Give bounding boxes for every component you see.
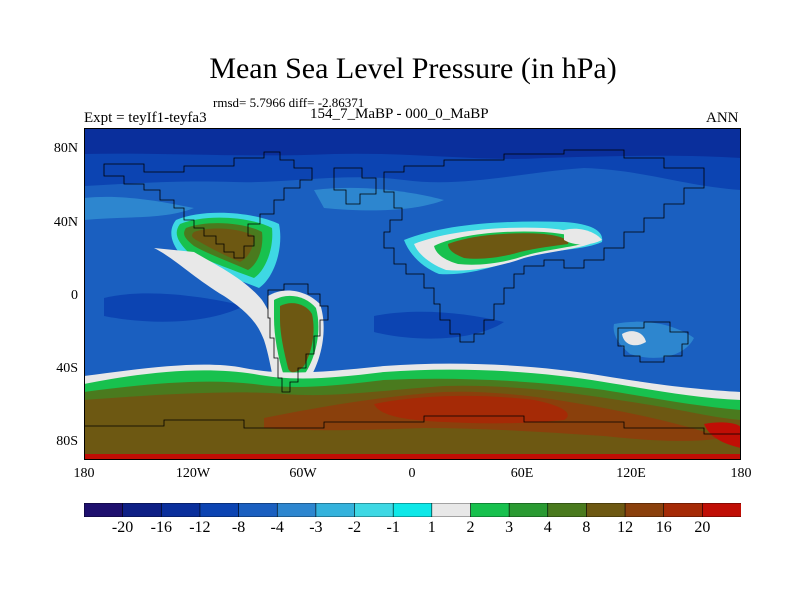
pacific-band <box>84 196 194 220</box>
comparison-label: 154_7_MaBP - 000_0_MaBP <box>310 106 489 122</box>
tropical-low-atlantic <box>374 311 504 339</box>
colorbar-swatch <box>315 503 356 517</box>
colorbar-tick-label: -16 <box>150 519 172 536</box>
south-pacific-peak <box>704 422 741 448</box>
colorbar-tick-label: -8 <box>231 519 246 536</box>
colorbar-swatch <box>624 503 665 517</box>
north-america-core <box>192 228 254 262</box>
south-america-high <box>280 303 314 373</box>
lon-label-120w: 120W <box>175 466 211 481</box>
colorbar-tick-label: 3 <box>505 519 514 536</box>
colorbar-tick-label: 12 <box>617 519 634 536</box>
map-frame <box>84 128 741 460</box>
colorbar-swatch <box>122 503 163 517</box>
colorbar-tick-label: -12 <box>189 519 211 536</box>
colorbar-tick-label: 20 <box>694 519 711 536</box>
lon-label-60w: 60W <box>289 466 317 481</box>
colorbar-tick-label: -3 <box>309 519 323 536</box>
experiment-label: Expt = teyIf1-teyfa3 <box>84 110 207 126</box>
australia-field <box>613 321 694 358</box>
colorbar-swatch <box>392 503 433 517</box>
coastlines <box>84 149 741 435</box>
tropical-low-west <box>104 293 244 322</box>
colorbar-tick-label: -4 <box>270 519 284 536</box>
colorbar-swatch <box>470 503 510 517</box>
colorbar-tick-label: 8 <box>582 519 591 536</box>
colorbar-tick-label: -20 <box>111 519 134 536</box>
white-trough <box>154 248 286 398</box>
colorbar-swatch <box>586 503 626 517</box>
colorbar-tick-label: 16 <box>655 519 672 536</box>
colorbar-swatch <box>508 503 549 517</box>
eurasia-high <box>448 233 569 259</box>
lat-label-0: 0 <box>71 288 78 303</box>
pole-edge <box>84 454 741 460</box>
colorbar-swatch <box>354 503 394 517</box>
pressure-map <box>84 128 741 460</box>
colorbar-swatch <box>276 503 317 517</box>
colorbar <box>84 503 741 517</box>
arctic-deep-low <box>84 128 741 159</box>
colorbar-tick-label: 1 <box>427 519 436 536</box>
lon-label-120e: 120E <box>616 466 646 481</box>
stats-line: rmsd= 5.7966 diff= -2.86371 <box>213 95 365 110</box>
lon-label-180-left: 180 <box>73 466 95 481</box>
season-label: ANN <box>706 110 739 126</box>
tibet-white <box>564 228 602 245</box>
lon-label-180-right: 180 <box>730 466 752 481</box>
colorbar-swatch <box>547 503 588 517</box>
australia-white <box>622 331 646 346</box>
colorbar-swatch <box>431 503 472 517</box>
colorbar-swatch <box>199 503 240 517</box>
lat-label-80n: 80N <box>53 141 78 156</box>
lat-label-80s: 80S <box>56 434 78 449</box>
lat-label-40s: 40S <box>56 361 78 376</box>
colorbar-tick-label: 4 <box>543 519 552 536</box>
map-title: Mean Sea Level Pressure (in hPa) <box>209 52 617 85</box>
colorbar-tick-label: -2 <box>347 519 362 536</box>
colorbar-swatch <box>160 503 201 517</box>
atlantic-band <box>314 187 444 211</box>
colorbar-swatch <box>84 503 124 517</box>
lon-label-0: 0 <box>408 466 416 481</box>
colorbar-swatch <box>702 503 741 517</box>
colorbar-swatch <box>663 503 704 517</box>
lat-label-40n: 40N <box>53 215 78 230</box>
colorbar-tick-label: 2 <box>466 519 475 536</box>
southern-high-core <box>374 395 568 424</box>
colorbar-tick-label: -1 <box>386 519 400 536</box>
lon-label-60e: 60E <box>510 466 534 481</box>
colorbar-swatch <box>238 503 279 517</box>
